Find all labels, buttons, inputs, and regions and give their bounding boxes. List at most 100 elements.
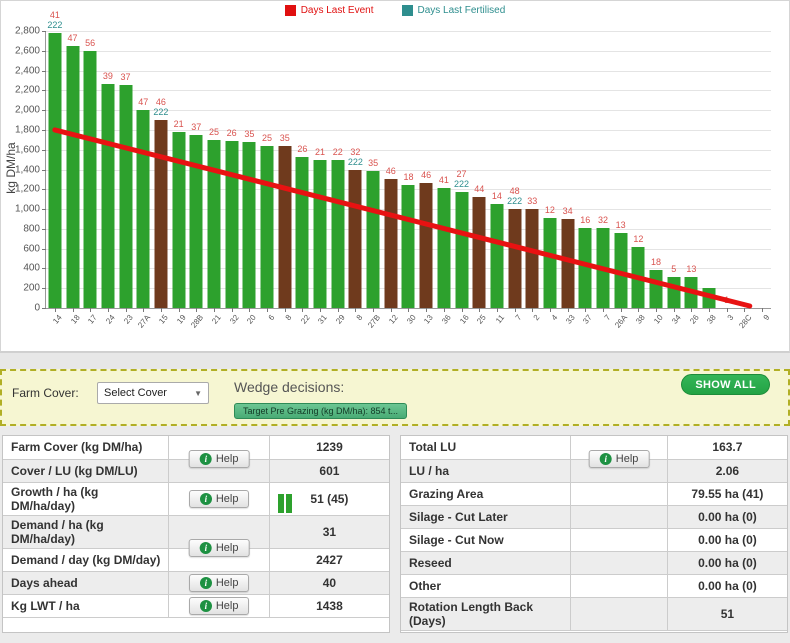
gridline <box>46 149 771 151</box>
y-tick-label: 200 <box>23 282 40 294</box>
paddock-bar[interactable] <box>83 50 97 308</box>
help-button[interactable]: i Help <box>188 449 250 468</box>
help-button[interactable]: i Help <box>188 596 250 615</box>
x-tick-mark <box>90 308 92 312</box>
target-pre-grazing-badge[interactable]: Target Pre Grazing (kg DM/ha): 854 t... <box>234 403 408 419</box>
bar-value-labels: 56 <box>85 38 95 48</box>
stat-value: 0.00 ha (0) <box>666 505 787 529</box>
paddock-bar[interactable] <box>455 191 469 308</box>
paddock-bar[interactable] <box>437 188 451 308</box>
paddock-bar[interactable] <box>419 183 433 308</box>
stat-value-text: 1438 <box>316 598 343 613</box>
bar-slot: 41 222 <box>46 10 64 312</box>
paddock-bar[interactable] <box>154 120 168 308</box>
paddock-x-label: 3 <box>725 313 736 323</box>
bar-slot: 33 <box>523 31 541 312</box>
days-last-event-label: 37 <box>120 72 131 83</box>
stat-value: 2427 <box>268 548 389 572</box>
bar-value-labels: 33 <box>527 196 537 206</box>
paddock-bar[interactable] <box>543 218 557 308</box>
paddock-bar[interactable] <box>490 203 504 308</box>
gridline <box>46 50 771 52</box>
stat-value-text: 0.00 ha (0) <box>698 509 757 524</box>
help-button[interactable]: i Help <box>188 538 250 557</box>
bar-value-labels: 25 <box>209 127 219 137</box>
paddock-bar[interactable] <box>384 179 398 308</box>
bar-value-labels: 46 <box>421 170 431 180</box>
table-row: Total LU i Help 163.7 <box>401 436 787 468</box>
days-last-event-label: 44 <box>474 184 485 195</box>
growth-bars-icon <box>277 493 292 513</box>
gridline <box>46 90 771 92</box>
paddock-x-label: 36 <box>440 313 453 326</box>
help-button[interactable]: i Help <box>588 449 650 468</box>
table-row: Farm Cover (kg DM/ha) i Help 1239 <box>3 436 389 468</box>
x-tick-mark <box>479 308 481 312</box>
x-tick-mark <box>744 308 746 312</box>
help-button[interactable]: i Help <box>188 489 250 508</box>
table-row: Demand / ha (kg DM/ha/day) i Help 31 <box>3 515 389 557</box>
stat-value-text: 163.7 <box>712 440 743 455</box>
paddock-bar[interactable] <box>119 85 133 308</box>
paddock-bar[interactable] <box>508 209 522 308</box>
paddock-bar[interactable] <box>561 219 575 308</box>
paddock-bar[interactable] <box>525 209 539 308</box>
table-row: Silage - Cut Now 0.00 ha (0) <box>401 528 787 552</box>
paddock-bar[interactable] <box>172 131 186 308</box>
paddock-bar[interactable] <box>401 185 415 308</box>
x-tick-mark <box>72 308 74 312</box>
x-tick-mark <box>620 308 622 312</box>
paddock-bar[interactable] <box>472 197 486 308</box>
bar-value-labels: 46 222 <box>153 97 168 117</box>
x-tick-mark <box>337 308 339 312</box>
bar-slot: 37 <box>187 31 205 312</box>
help-button[interactable]: i Help <box>188 573 250 592</box>
paddock-bar[interactable] <box>189 134 203 308</box>
bar-slot: 13 <box>612 31 630 312</box>
paddock-bar[interactable] <box>136 110 150 308</box>
help-cell <box>570 528 668 552</box>
paddock-bar[interactable] <box>578 227 592 308</box>
bar-value-labels: 37 <box>191 122 201 132</box>
days-last-event-label: 37 <box>191 121 202 132</box>
paddock-x-label: 8 <box>283 313 294 323</box>
bar-slot: 47 <box>134 31 152 312</box>
trend-line <box>52 127 753 309</box>
stat-value: 1239 <box>268 436 389 460</box>
paddock-x-label: 9 <box>761 313 772 323</box>
days-last-event-label: 18 <box>651 256 662 267</box>
table-row: Silage - Cut Later 0.00 ha (0) <box>401 505 787 529</box>
show-all-button[interactable]: SHOW ALL <box>681 374 770 395</box>
y-tick-mark <box>42 308 46 309</box>
paddock-bar[interactable] <box>66 45 79 308</box>
bar-slot <box>753 31 771 312</box>
bar-value-labels: 16 <box>580 215 590 225</box>
paddock-x-label: 23 <box>121 313 135 326</box>
y-tick-mark <box>42 169 46 171</box>
days-last-fertilised-label: 222 <box>347 156 363 167</box>
info-icon: i <box>199 576 212 589</box>
paddock-bar[interactable] <box>225 141 239 308</box>
farm-cover-stats-panel: Farm Cover (kg DM/ha) i Help 1239 Cover / LU… <box>2 435 390 633</box>
paddock-bar[interactable] <box>207 139 221 308</box>
paddock-bar[interactable] <box>48 32 62 308</box>
bar-value-labels: 27 222 <box>454 169 469 189</box>
y-tick-mark <box>42 228 46 230</box>
bar-slot: 48 222 <box>506 31 524 312</box>
x-tick-mark <box>390 308 392 312</box>
bar-slot: 56 <box>81 31 99 312</box>
paddock-bar[interactable] <box>331 159 345 308</box>
paddock-bar[interactable] <box>242 141 256 308</box>
y-tick-label: 2,000 <box>14 104 40 116</box>
stat-value-text: 601 <box>319 463 340 478</box>
stat-value-text: 2.06 <box>715 463 740 478</box>
cover-select-dropdown[interactable]: Select Cover ▼ <box>97 382 209 404</box>
help-cell <box>570 574 668 598</box>
days-last-event-label: 41 <box>49 9 60 20</box>
paddock-bar[interactable] <box>366 171 380 308</box>
paddock-x-label: 20 <box>245 313 259 326</box>
paddock-bar[interactable] <box>614 232 628 308</box>
y-tick-mark <box>42 268 46 270</box>
stat-value-text: 0.00 ha (0) <box>698 532 757 547</box>
bar-value-labels: 13 <box>686 264 696 274</box>
